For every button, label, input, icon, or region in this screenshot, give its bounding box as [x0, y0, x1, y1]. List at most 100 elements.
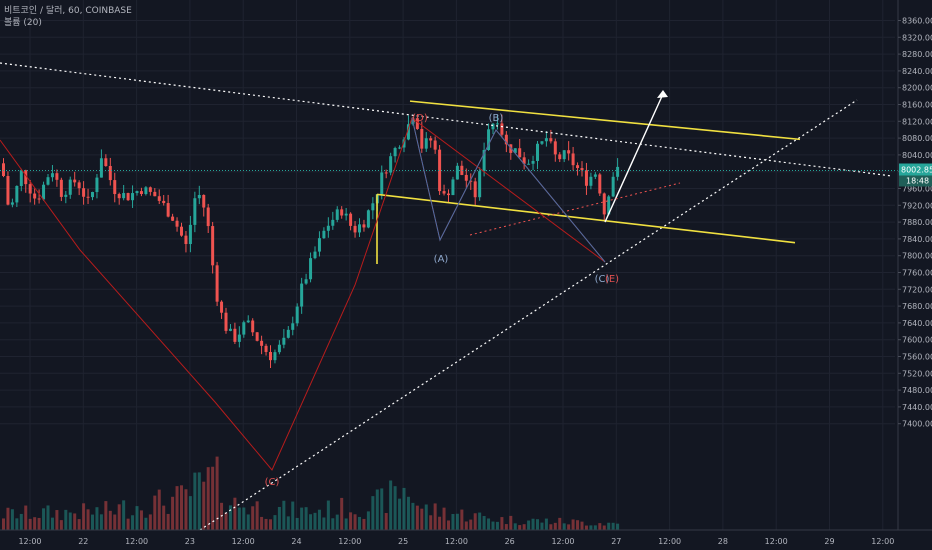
- volume-bar: [393, 486, 397, 530]
- volume-bar: [28, 518, 32, 530]
- price-tick-label: 8160.00: [902, 101, 932, 110]
- candle-body: [24, 170, 28, 185]
- volume-bar: [153, 495, 157, 530]
- volume-bar: [380, 488, 384, 530]
- volume-bar: [282, 500, 286, 530]
- price-tick-label: 7960.00: [902, 185, 932, 194]
- price-tick-label: 8080.00: [902, 134, 932, 143]
- wave-lines: [0, 116, 606, 471]
- candle-body: [544, 138, 548, 142]
- time-tick-label: 24: [291, 537, 301, 546]
- volume-bar: [580, 521, 584, 530]
- candle-body: [527, 163, 531, 165]
- candle-body: [139, 191, 143, 195]
- volume-bar: [322, 517, 326, 530]
- volume-bar: [50, 517, 54, 530]
- candle-body: [455, 165, 459, 180]
- price-tick-label: 8040.00: [902, 151, 932, 160]
- candle-body: [429, 138, 433, 141]
- volume-bar: [558, 517, 562, 530]
- time-axis[interactable]: 12:00 22 12:00 23 12:00 24 12:00 25 12:00 26 12:00…: [0, 529, 932, 546]
- candle-body: [50, 173, 54, 178]
- candle-body: [406, 124, 410, 140]
- candle-body: [495, 123, 499, 125]
- candle-body: [59, 179, 63, 197]
- price-tick-label: 7920.00: [902, 201, 932, 210]
- candle-body: [197, 194, 201, 199]
- candle-body: [153, 191, 157, 197]
- time-tick-label: 12:00: [338, 537, 361, 546]
- candle-body: [500, 123, 504, 135]
- volume-bar: [86, 509, 90, 530]
- volume-bar: [193, 472, 197, 530]
- volume-bar: [117, 504, 121, 530]
- price-tick-label: 7600.00: [902, 336, 932, 345]
- candle-body: [464, 174, 468, 181]
- candle-body: [2, 163, 5, 177]
- volume-bar: [518, 525, 522, 530]
- volume-bar: [375, 489, 379, 530]
- volume-bar: [166, 513, 170, 530]
- volume-bar: [326, 500, 330, 530]
- volume-bar: [82, 503, 86, 530]
- candle-body: [19, 170, 23, 186]
- candle-body: [251, 320, 255, 333]
- volume-bar: [331, 518, 335, 530]
- price-tick-label: 7840.00: [902, 235, 932, 244]
- candle-body: [202, 194, 206, 208]
- volume-bar: [384, 513, 388, 530]
- candle-body: [180, 226, 183, 236]
- candle-body: [295, 306, 299, 324]
- candle-body: [371, 203, 375, 211]
- candle-body: [402, 139, 406, 148]
- time-tick-label: 12:00: [765, 537, 788, 546]
- countdown-badge: [899, 175, 932, 187]
- candle-body: [487, 129, 491, 150]
- candle-body: [567, 150, 571, 154]
- candle-body: [224, 312, 228, 331]
- countdown-value: 18:48: [906, 177, 929, 186]
- volume-bar: [598, 523, 602, 530]
- candle-body: [389, 156, 393, 173]
- symbol-title[interactable]: 비트코인 / 달러, 60, COINBASE: [4, 6, 132, 16]
- candle-body: [513, 148, 517, 153]
- volume-bar: [59, 520, 63, 530]
- volume-bar: [273, 515, 277, 530]
- volume-bar: [24, 505, 28, 530]
- volume-bar: [420, 508, 424, 530]
- candle-body: [580, 168, 584, 171]
- candle-body: [393, 148, 397, 157]
- price-tick-label: 7800.00: [902, 252, 932, 261]
- volume-bar: [344, 518, 348, 530]
- candle-body: [246, 320, 250, 323]
- volume-bar: [6, 507, 10, 530]
- price-axis[interactable]: 8360.00 8320.00 8280.00 8240.00 8200.00 8160.…: [897, 0, 932, 530]
- volume-bar: [37, 517, 41, 530]
- volume-bar: [438, 516, 442, 530]
- volume-bar: [77, 519, 81, 530]
- candle-body: [553, 141, 557, 155]
- candle-body: [398, 147, 402, 149]
- candle-body: [122, 193, 126, 199]
- volume-bar: [260, 516, 264, 530]
- volume-bar: [491, 521, 495, 530]
- candle-body: [442, 191, 446, 194]
- wave-label: (B): [489, 113, 504, 124]
- time-tick-label: 12:00: [551, 537, 574, 546]
- volume-indicator-label[interactable]: 볼륨 (20): [4, 18, 42, 28]
- candle-body: [536, 143, 539, 161]
- candle-body: [144, 187, 148, 195]
- volume-bar: [611, 522, 615, 530]
- volume-bar: [215, 456, 219, 530]
- candle-body: [211, 226, 215, 266]
- time-tick-label: 29: [824, 537, 834, 546]
- volume-bars: [2, 456, 620, 530]
- volume-bar: [309, 514, 313, 530]
- volume-bar: [313, 512, 317, 530]
- candle-body: [237, 334, 241, 342]
- candle-body: [344, 213, 348, 216]
- volume-bar: [406, 496, 410, 530]
- candle-body: [148, 187, 152, 192]
- candle-body: [291, 323, 295, 330]
